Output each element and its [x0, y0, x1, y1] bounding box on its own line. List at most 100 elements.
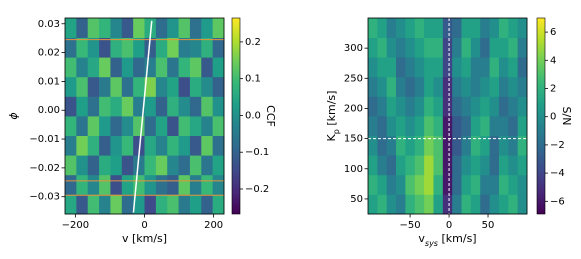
colorbar-tick-label: −4 [550, 168, 565, 179]
heatmap-cell [121, 96, 134, 117]
heatmap-cell [155, 57, 168, 78]
heatmap-cell [517, 194, 528, 215]
heatmap-cell [110, 116, 123, 136]
heatmap-cell [76, 37, 89, 58]
heatmap-cell [368, 155, 378, 176]
y-tick-label: 0.01 [38, 76, 60, 87]
heatmap-cell [201, 135, 214, 156]
heatmap-cell [65, 174, 77, 195]
heatmap-cell [452, 18, 462, 38]
heatmap-cell [121, 57, 134, 78]
heatmap-cell [480, 37, 490, 58]
heatmap-cell [414, 37, 425, 58]
y-tick-label: 250 [344, 73, 363, 84]
heatmap-cell [155, 135, 168, 156]
heatmap-cell [508, 135, 519, 156]
heatmap-cell [189, 155, 202, 176]
heatmap-cell [480, 116, 490, 136]
heatmap-cell [377, 194, 388, 215]
heatmap-cell [76, 57, 89, 78]
colorbar-tick-label: 0.2 [245, 37, 261, 48]
heatmap-cell [480, 135, 490, 156]
heatmap-cell [517, 174, 528, 195]
heatmap-cell [386, 135, 397, 156]
heatmap-cell [121, 18, 134, 38]
heatmap-cell [414, 18, 425, 38]
heatmap-cell [110, 194, 123, 215]
heatmap-cell [155, 37, 168, 58]
heatmap-cell [489, 57, 500, 78]
heatmap-cell [368, 116, 378, 136]
heatmap-cell [480, 174, 490, 195]
heatmap-cell [99, 194, 111, 215]
heatmap-cell [517, 76, 528, 97]
heatmap-cell [110, 57, 123, 78]
heatmap-cell [433, 174, 444, 195]
heatmap-cell [517, 116, 528, 136]
heatmap-cell [480, 194, 490, 215]
heatmap-cell [87, 116, 100, 136]
heatmap-cell [489, 96, 500, 117]
heatmap-cell [201, 155, 214, 176]
heatmap-cell [201, 194, 214, 215]
colorbar [536, 17, 546, 215]
heatmap-cell [110, 37, 123, 58]
heatmap-cell [76, 174, 89, 195]
colorbar-tick-label: 2 [550, 84, 556, 95]
colorbar-tick-label: 4 [550, 55, 556, 66]
heatmap-cell [498, 155, 509, 176]
heatmap-cell [517, 96, 528, 117]
heatmap-cell [461, 194, 472, 215]
heatmap-cell [167, 135, 179, 156]
heatmap-cell [189, 76, 202, 97]
heatmap-cell [461, 57, 472, 78]
heatmap-cell [414, 155, 425, 176]
colorbar-tick-label: 6 [550, 27, 556, 38]
heatmap-cell [396, 18, 406, 38]
heatmap-cell [167, 116, 179, 136]
heatmap-cell [452, 76, 462, 97]
heatmap-cell [110, 76, 123, 97]
heatmap-cell [133, 57, 145, 78]
colorbar-tick-label: 0 [550, 112, 556, 123]
heatmap-cell [377, 37, 388, 58]
x-tick-label: 0 [446, 220, 452, 231]
heatmap-cell [201, 116, 214, 136]
colorbar-tick-label: 0.0 [245, 110, 261, 121]
heatmap-cell [178, 57, 191, 78]
heatmap-cell [498, 57, 509, 78]
heatmap-cell [396, 76, 406, 97]
heatmap-cell [424, 76, 434, 97]
heatmap-cell [167, 174, 179, 195]
heatmap-cell [76, 76, 89, 97]
heatmap-cell [368, 96, 378, 117]
colorbar-tick-label: −0.1 [245, 147, 269, 158]
heatmap-cell [133, 174, 145, 195]
heatmap-cell [414, 174, 425, 195]
heatmap-cell [424, 18, 434, 38]
heatmap-cell [110, 174, 123, 195]
heatmap-cell [386, 57, 397, 78]
heatmap-cell [498, 76, 509, 97]
heatmap-cell [442, 174, 453, 195]
heatmap-cell [480, 155, 490, 176]
x-axis-label-part: [km/s] [438, 232, 477, 245]
heatmap-cell [498, 116, 509, 136]
heatmap-cell [65, 76, 77, 97]
heatmap-cell [396, 155, 406, 176]
heatmap-cell [212, 116, 225, 136]
heatmap-cell [189, 37, 202, 58]
heatmap-cell [414, 57, 425, 78]
heatmap-cell [489, 18, 500, 38]
heatmap-cell [442, 155, 453, 176]
heatmap-cell [396, 37, 406, 58]
heatmap-cell [144, 37, 157, 58]
heatmap-cell [144, 155, 157, 176]
heatmap-cell [201, 57, 214, 78]
heatmap-cell [144, 135, 157, 156]
heatmap-cell [155, 18, 168, 38]
heatmap-cell [189, 57, 202, 78]
heatmap-cell [424, 57, 434, 78]
heatmap-cell [133, 96, 145, 117]
heatmap-cell [133, 37, 145, 58]
